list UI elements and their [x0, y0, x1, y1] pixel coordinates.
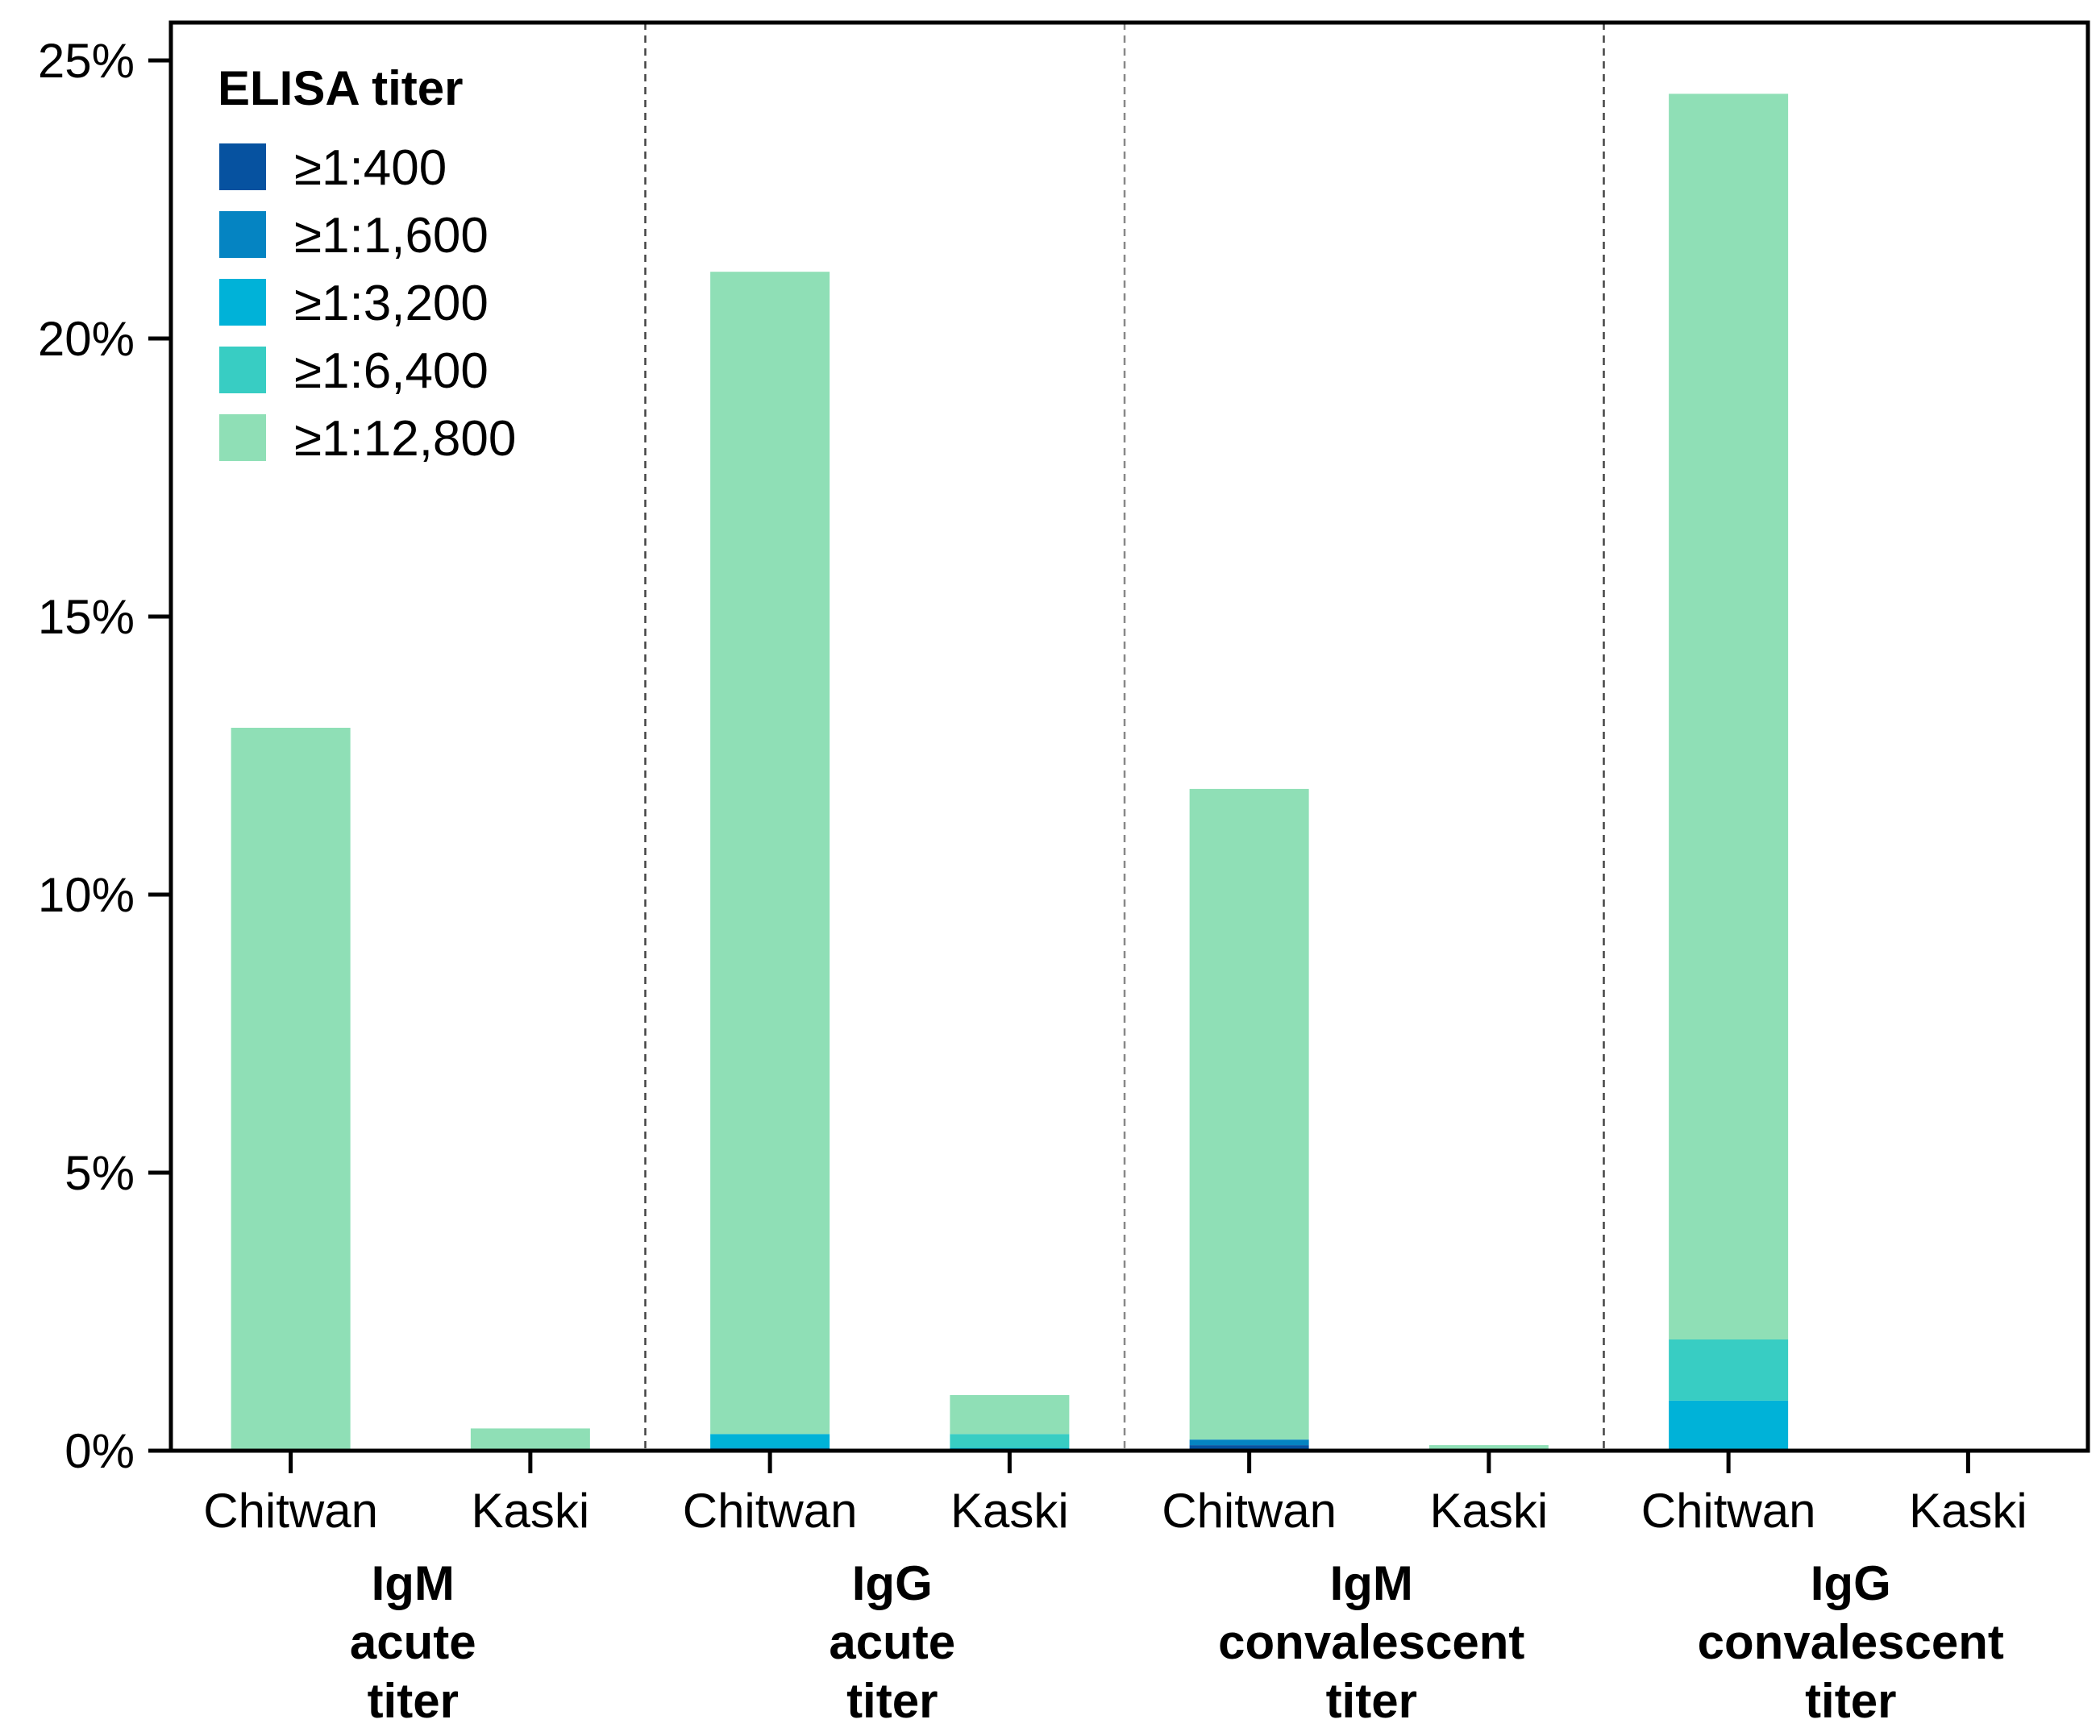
legend-label: ≥1:6,400: [294, 343, 489, 399]
legend-title: ELISA titer: [218, 61, 463, 115]
legend-swatch: [219, 211, 266, 258]
bar-segment: [231, 728, 351, 1451]
x-tick-label: Kaski: [1909, 1484, 2027, 1538]
bar-segment: [1669, 1400, 1789, 1451]
group-label: IgG: [852, 1556, 933, 1610]
group-label: convalescent: [1698, 1615, 2004, 1669]
bar-segment: [470, 1428, 590, 1451]
legend-swatch: [219, 143, 266, 190]
legend-label: ≥1:12,800: [294, 411, 516, 467]
x-tick-label: Kaski: [1430, 1484, 1549, 1538]
legend-label: ≥1:3,200: [294, 276, 489, 331]
group-label: acute: [829, 1615, 955, 1669]
bar-segment: [1189, 1439, 1309, 1446]
legend-label: ≥1:1,600: [294, 208, 489, 264]
legend: ELISA titer ≥1:400 ≥1:1,600 ≥1:3,200 ≥1:6,4…: [218, 61, 516, 467]
y-tick-label: 5%: [64, 1146, 135, 1200]
y-tick-label: 0%: [64, 1424, 135, 1478]
bar-segment: [950, 1395, 1070, 1435]
x-tick-label: Chitwan: [203, 1484, 378, 1538]
x-tick-label: Chitwan: [683, 1484, 858, 1538]
group-label: titer: [846, 1674, 938, 1728]
bar-segment: [1669, 93, 1789, 1339]
bar-segment: [1669, 1339, 1789, 1401]
axes: [168, 20, 2090, 1453]
bar-segment: [1189, 788, 1309, 1440]
bar-segment: [1189, 1445, 1309, 1451]
group-label: titer: [368, 1674, 459, 1728]
group-label: IgG: [1811, 1556, 1891, 1610]
bar-segment: [950, 1434, 1070, 1448]
y-tick-label: 15%: [38, 590, 135, 644]
y-axis: 0% 5% 10% 15% 20% 25%: [38, 34, 171, 1478]
bar-segment: [1428, 1445, 1549, 1451]
legend-swatch: [219, 279, 266, 326]
group-label: convalescent: [1218, 1615, 1524, 1669]
group-label: titer: [1326, 1674, 1417, 1728]
plot-frame: [168, 20, 2090, 1453]
y-tick-label: 20%: [38, 312, 135, 366]
group-label: IgM: [1330, 1556, 1413, 1610]
x-tick-label: Kaski: [472, 1484, 590, 1538]
group-separators: [644, 23, 1605, 1451]
y-tick-label: 25%: [38, 34, 135, 88]
legend-label: ≥1:400: [294, 140, 447, 196]
y-tick-label: 10%: [38, 868, 135, 922]
group-label: titer: [1805, 1674, 1896, 1728]
bars: [231, 93, 1789, 1451]
group-label: IgM: [372, 1556, 455, 1610]
bar-segment: [710, 1434, 830, 1448]
x-tick-label: Kaski: [950, 1484, 1069, 1538]
legend-swatch: [219, 347, 266, 393]
bar-segment: [710, 272, 830, 1435]
x-tick-label: Chitwan: [1162, 1484, 1337, 1538]
legend-swatch: [219, 414, 266, 461]
group-label: acute: [350, 1615, 476, 1669]
x-tick-label: Chitwan: [1641, 1484, 1816, 1538]
